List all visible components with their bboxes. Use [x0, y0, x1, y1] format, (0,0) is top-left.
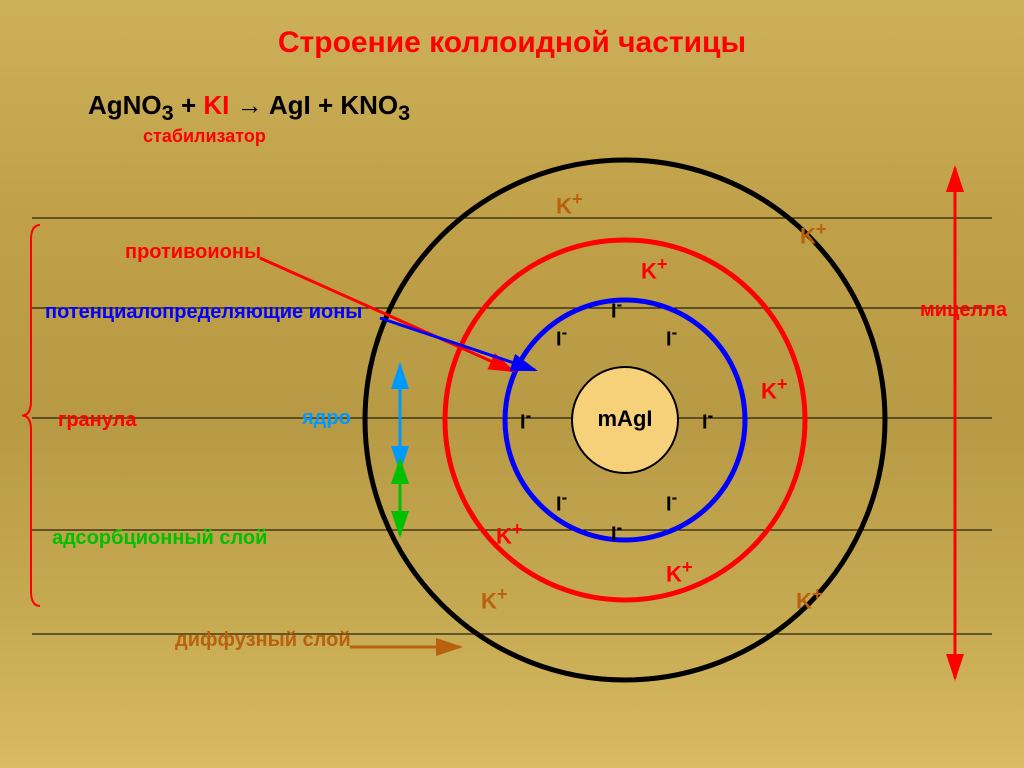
ion-K-outer-2: K+	[481, 585, 508, 612]
label-granule: гранула	[58, 410, 136, 430]
brace	[22, 225, 40, 606]
ion-I-0: I-	[611, 297, 622, 322]
ion-K-inner-1: K+	[761, 375, 788, 402]
label-potential: потенциалопределяющие ионы	[45, 302, 362, 322]
ion-K-inner-3: K+	[666, 558, 693, 585]
ion-I-5: I-	[556, 490, 567, 515]
ion-I-4: I-	[702, 408, 713, 433]
ion-I-1: I-	[556, 325, 567, 350]
label-micelle: мицелла	[920, 300, 1007, 320]
label-core: ядро	[302, 408, 351, 428]
label-counterions: противоионы	[125, 242, 261, 262]
ion-I-2: I-	[666, 325, 677, 350]
ion-K-inner-2: K+	[496, 520, 523, 547]
ion-K-outer-3: K+	[796, 585, 823, 612]
core-label-text: mAgI	[598, 406, 653, 431]
ion-K-inner-0: K+	[641, 255, 668, 282]
ion-K-outer-0: K+	[556, 190, 583, 217]
label-diffuse: диффузный слой	[175, 630, 351, 650]
ion-K-outer-1: K+	[800, 220, 827, 247]
ion-I-7: I-	[611, 520, 622, 545]
ion-I-6: I-	[666, 490, 677, 515]
label-adsorption: адсорбционный слой	[52, 528, 267, 548]
diagram-stage: Строение коллоидной частицы AgNO3 + KI →…	[0, 0, 1024, 768]
ion-I-3: I-	[520, 408, 531, 433]
svg-layer	[0, 0, 1024, 768]
core-label: mAgI	[575, 408, 675, 430]
